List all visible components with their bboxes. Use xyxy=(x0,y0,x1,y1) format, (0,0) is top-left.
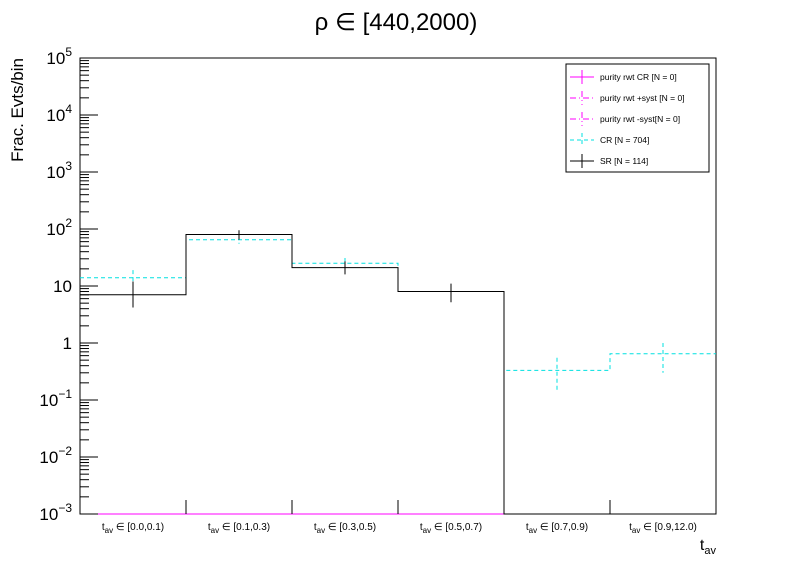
x-tick-label-range: ∈ [0.5,0.7) xyxy=(431,522,482,533)
series-cr-n-704- xyxy=(80,235,716,390)
y-tick-label-exponent: 3 xyxy=(65,159,72,173)
y-tick-label: 10 xyxy=(53,277,72,296)
y-tick-label-base: 10 xyxy=(53,277,72,296)
legend-label: CR [N = 704] xyxy=(600,135,649,145)
y-tick-label: 105 xyxy=(46,45,72,68)
x-tick-label-range: ∈ [0.9,12.0) xyxy=(640,522,697,533)
x-tick-label-sub: av xyxy=(317,526,325,535)
x-tick-label: tav ∈ [0.3,0.5) xyxy=(314,522,376,535)
series-sr-n-114- xyxy=(80,230,716,515)
x-tick-label-var: t xyxy=(420,522,423,533)
y-tick-label: 10−1 xyxy=(39,387,72,410)
y-tick-label: 10−3 xyxy=(39,501,72,524)
y-tick-label-base: 10 xyxy=(39,391,58,410)
x-tick-label-var: t xyxy=(629,522,632,533)
y-tick-label-exponent: −1 xyxy=(58,387,72,401)
x-tick-label-var: t xyxy=(102,522,105,533)
y-tick-label-exponent: −3 xyxy=(58,501,72,515)
x-tick-label-range: ∈ [0.1,0.3) xyxy=(219,522,270,533)
x-tick-label: tav ∈ [0.7,0.9) xyxy=(526,522,588,535)
legend-label: purity rwt CR [N = 0] xyxy=(600,72,677,82)
x-tick-label-var: t xyxy=(526,522,529,533)
legend-entry: purity rwt CR [N = 0] xyxy=(570,70,677,84)
legend-label: purity rwt +syst [N = 0] xyxy=(600,93,685,103)
y-tick-label-base: 10 xyxy=(46,49,65,68)
y-tick-label-base: 10 xyxy=(46,163,65,182)
y-tick-label-base: 1 xyxy=(63,334,72,353)
y-tick-label: 102 xyxy=(46,216,72,239)
x-axis-label-sub: av xyxy=(704,545,716,557)
series-step-line xyxy=(80,239,716,371)
y-tick-label: 104 xyxy=(46,102,72,125)
y-tick-label-base: 10 xyxy=(39,505,58,524)
x-axis: tav ∈ [0.0,0.1) tav ∈ [0.1,0.3) tav ∈ [0.3… xyxy=(102,500,697,535)
legend-label: SR [N = 114] xyxy=(600,156,648,166)
legend-entry: SR [N = 114] xyxy=(570,154,648,168)
x-tick-label-range: ∈ [0.7,0.9) xyxy=(537,522,588,533)
x-tick-label-sub: av xyxy=(529,526,537,535)
y-tick-label: 10−2 xyxy=(39,444,72,467)
y-tick-label-base: 10 xyxy=(46,106,65,125)
y-axis-label: Frac. Evts/bin xyxy=(8,58,27,162)
x-tick-label-var: t xyxy=(208,522,211,533)
legend: purity rwt CR [N = 0] purity rwt +syst [N… xyxy=(565,63,710,173)
chart-title: ρ ∈ [440,2000) xyxy=(315,9,478,36)
x-tick-label-sub: av xyxy=(423,526,431,535)
x-tick-label: tav ∈ [0.1,0.3) xyxy=(208,522,270,535)
x-tick-label: tav ∈ [0.5,0.7) xyxy=(420,522,482,535)
x-tick-label-sub: av xyxy=(211,526,219,535)
x-tick-label-sub: av xyxy=(632,526,640,535)
legend-entry: purity rwt +syst [N = 0] xyxy=(570,91,685,105)
series-step-line xyxy=(80,234,716,515)
series-layer xyxy=(80,230,716,515)
x-tick-label: tav ∈ [0.9,12.0) xyxy=(629,522,697,535)
x-axis-label-main: t xyxy=(700,537,705,554)
legend-entry: purity rwt -syst[N = 0] xyxy=(570,112,680,126)
x-tick-label-sub: av xyxy=(105,526,113,535)
y-tick-label-exponent: −2 xyxy=(58,444,72,458)
x-axis-label: tav xyxy=(700,537,717,557)
y-tick-label: 1 xyxy=(63,334,72,353)
x-tick-label: tav ∈ [0.0,0.1) xyxy=(102,522,164,535)
y-tick-label-exponent: 2 xyxy=(65,216,72,230)
y-tick-label-base: 10 xyxy=(39,448,58,467)
x-tick-label-range: ∈ [0.3,0.5) xyxy=(325,522,376,533)
legend-label: purity rwt -syst[N = 0] xyxy=(600,114,680,124)
x-tick-label-range: ∈ [0.0,0.1) xyxy=(113,522,164,533)
y-tick-label: 103 xyxy=(46,159,72,182)
x-tick-label-var: t xyxy=(314,522,317,533)
y-tick-label-exponent: 4 xyxy=(65,102,72,116)
legend-box xyxy=(565,63,710,173)
y-tick-label-base: 10 xyxy=(46,220,65,239)
legend-entry: CR [N = 704] xyxy=(570,133,649,147)
y-tick-label-exponent: 5 xyxy=(65,45,72,59)
